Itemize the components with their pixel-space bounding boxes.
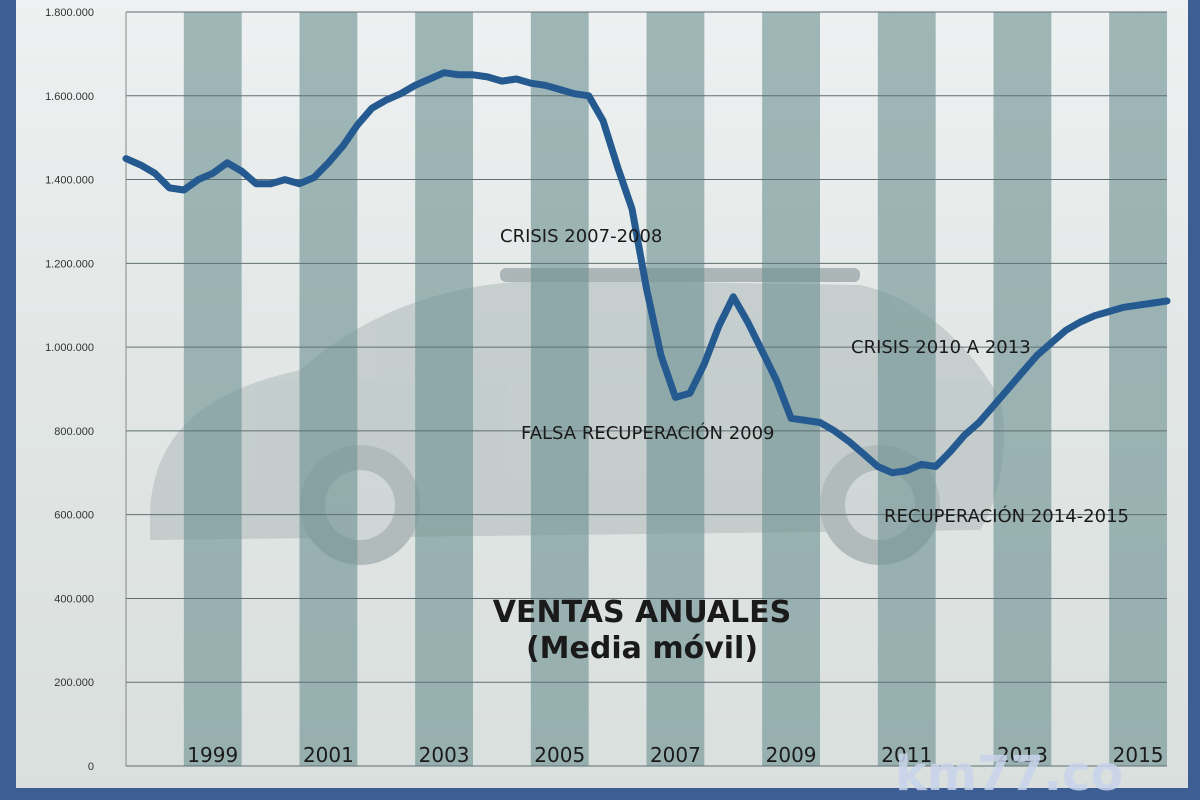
x-tick-label: 2015 bbox=[1113, 743, 1164, 767]
chart-title: VENTAS ANUALES bbox=[493, 595, 791, 630]
y-tick-label: 1.400.000 bbox=[45, 175, 94, 187]
y-tick-label: 1.000.000 bbox=[45, 342, 94, 354]
series-line bbox=[122, 69, 1171, 477]
x-tick-label: 2013 bbox=[997, 743, 1048, 767]
annotation-crisis-2007: CRISIS 2007-2008 bbox=[500, 226, 662, 247]
left-border bbox=[0, 0, 16, 800]
bottom-border bbox=[0, 788, 1200, 800]
year-band-1999 bbox=[183, 12, 242, 766]
year-bands bbox=[183, 12, 1167, 766]
y-tick-label: 1.200.000 bbox=[45, 258, 94, 270]
annotation-falsa-recuperacion: FALSA RECUPERACIÓN 2009 bbox=[521, 422, 775, 444]
km77-watermark: km77.co bbox=[895, 746, 1123, 800]
x-tick-label: 2007 bbox=[650, 743, 701, 767]
x-tick-label: 2005 bbox=[534, 743, 585, 767]
y-tick-label: 0 bbox=[88, 761, 94, 773]
year-band-2015 bbox=[1109, 12, 1167, 766]
year-band-2013 bbox=[993, 12, 1052, 766]
year-band-2011 bbox=[877, 12, 936, 766]
year-band-2001 bbox=[299, 12, 358, 766]
y-tick-label: 200.000 bbox=[54, 677, 94, 689]
x-tick-label: 2003 bbox=[419, 743, 470, 767]
y-tick-label: 600.000 bbox=[54, 510, 94, 522]
y-tick-label: 400.000 bbox=[54, 593, 94, 605]
annotation-crisis-2010: CRISIS 2010 A 2013 bbox=[851, 337, 1031, 358]
chart-subtitle: (Media móvil) bbox=[526, 631, 758, 666]
x-axis-ticks: 1999 2001 2003 2005 2007 2009 2011 2013 2015 bbox=[187, 743, 1163, 767]
y-axis-ticks: 0 200.000 400.000 600.000 800.000 1.000.000 1.… bbox=[45, 7, 94, 773]
right-border bbox=[1188, 0, 1200, 800]
x-tick-label: 2009 bbox=[766, 743, 817, 767]
x-tick-label: 2001 bbox=[303, 743, 354, 767]
gridlines bbox=[126, 11, 1167, 767]
y-tick-label: 1.600.000 bbox=[45, 91, 94, 103]
x-tick-label: 1999 bbox=[187, 743, 238, 767]
y-tick-label: 800.000 bbox=[54, 426, 94, 438]
annotation-recuperacion: RECUPERACIÓN 2014-2015 bbox=[884, 505, 1129, 527]
year-band-2005 bbox=[530, 12, 589, 766]
year-band-2003 bbox=[415, 12, 473, 766]
x-tick-label: 2011 bbox=[881, 743, 932, 767]
y-tick-label: 1.800.000 bbox=[45, 7, 94, 19]
year-band-2009 bbox=[762, 12, 820, 766]
